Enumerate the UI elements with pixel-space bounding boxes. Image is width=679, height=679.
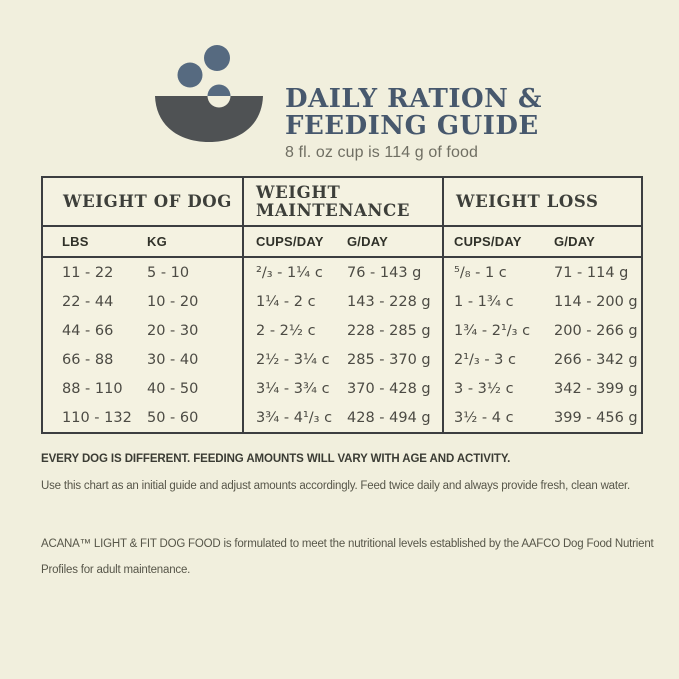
cell-loss-cups: 1¾ - 2¹/₃ c — [454, 322, 531, 339]
cell-loss-g: 342 - 399 g — [554, 380, 638, 397]
cell-kg: 20 - 30 — [147, 322, 199, 339]
table-row: 110 - 132 50 - 60 — [43, 403, 242, 432]
cell-loss-g: 71 - 114 g — [554, 264, 629, 281]
dog-bowl-icon — [155, 45, 263, 142]
aafco-footnote-line1: ACANA™ LIGHT & FIT DOG FOOD is formulate… — [41, 538, 654, 550]
table-row: ⁵/₈ - 1 c 71 - 114 g — [444, 258, 641, 287]
cell-kg: 5 - 10 — [147, 264, 190, 281]
table-row: ²/₃ - 1¼ c 76 - 143 g — [244, 258, 442, 287]
cell-maint-cups: 2 - 2½ c — [256, 322, 316, 339]
table-row: 44 - 66 20 - 30 — [43, 316, 242, 345]
cell-loss-g: 114 - 200 g — [554, 293, 638, 310]
column-group-weight-loss: WEIGHT LOSS CUPS/DAY G/DAY ⁵/₈ - 1 c 71 … — [442, 178, 641, 432]
cell-maint-g: 370 - 428 g — [347, 380, 431, 397]
table-row: 1¾ - 2¹/₃ c 200 - 266 g — [444, 316, 641, 345]
table-row: 88 - 110 40 - 50 — [43, 374, 242, 403]
cell-lbs: 22 - 44 — [62, 293, 114, 310]
cell-kg: 10 - 20 — [147, 293, 199, 310]
table-row: 3½ - 4 c 399 - 456 g — [444, 403, 641, 432]
table-row: 66 - 88 30 - 40 — [43, 345, 242, 374]
cell-maint-g: 228 - 285 g — [347, 322, 431, 339]
cell-maint-cups: 2½ - 3¼ c — [256, 351, 330, 368]
group-header-label: WEIGHT OF DOG — [63, 191, 232, 211]
cell-loss-cups: 2¹/₃ - 3 c — [454, 351, 516, 368]
cell-maint-cups: ²/₃ - 1¼ c — [256, 264, 323, 281]
column-header-g-day: G/DAY — [554, 234, 595, 249]
group-header-weight-of-dog: WEIGHT OF DOG — [43, 178, 242, 227]
cell-lbs: 44 - 66 — [62, 322, 114, 339]
table-row: 1¼ - 2 c 143 - 228 g — [244, 287, 442, 316]
table-row: 2¹/₃ - 3 c 266 - 342 g — [444, 345, 641, 374]
cell-maint-cups: 3¾ - 4¹/₃ c — [256, 409, 333, 426]
cell-loss-cups: 3½ - 4 c — [454, 409, 514, 426]
aafco-footnote-line2: Profiles for adult maintenance. — [41, 564, 191, 576]
column-header-kg: KG — [147, 234, 167, 249]
feeding-table: WEIGHT OF DOG LBS KG 11 - 22 5 - 10 22 -… — [41, 176, 643, 434]
column-group-weight-of-dog: WEIGHT OF DOG LBS KG 11 - 22 5 - 10 22 -… — [43, 178, 242, 432]
header: DAILY RATION & FEEDING GUIDE 8 fl. oz cu… — [285, 86, 542, 162]
note-guide: Use this chart as an initial guide and a… — [41, 480, 631, 492]
cell-maint-g: 76 - 143 g — [347, 264, 422, 281]
cell-loss-cups: 1 - 1¾ c — [454, 293, 514, 310]
table-row: 2 - 2½ c 228 - 285 g — [244, 316, 442, 345]
cup-conversion-note: 8 fl. oz cup is 114 g of food — [285, 144, 478, 161]
column-header-lbs: LBS — [62, 234, 89, 249]
group-header-label: WEIGHT LOSS — [456, 191, 599, 211]
cell-lbs: 66 - 88 — [62, 351, 114, 368]
page-title-line2: FEEDING GUIDE — [285, 111, 539, 141]
cell-kg: 30 - 40 — [147, 351, 199, 368]
subheader-row: CUPS/DAY G/DAY — [244, 227, 442, 258]
column-header-cups-day: CUPS/DAY — [454, 234, 522, 249]
cell-loss-g: 200 - 266 g — [554, 322, 638, 339]
cell-maint-g: 285 - 370 g — [347, 351, 431, 368]
subheader-row: LBS KG — [43, 227, 242, 258]
group-header-weight-maintenance: WEIGHT MAINTENANCE — [244, 178, 442, 227]
cell-loss-cups: ⁵/₈ - 1 c — [454, 264, 507, 281]
table-row: 22 - 44 10 - 20 — [43, 287, 242, 316]
column-header-g-day: G/DAY — [347, 234, 388, 249]
cell-lbs: 88 - 110 — [62, 380, 123, 397]
aafco-footnote: ACANA™ LIGHT & FIT DOG FOOD is formulate… — [41, 531, 654, 583]
table-row: 1 - 1¾ c 114 - 200 g — [444, 287, 641, 316]
cell-maint-cups: 1¼ - 2 c — [256, 293, 316, 310]
table-row: 3¾ - 4¹/₃ c 428 - 494 g — [244, 403, 442, 432]
cell-lbs: 11 - 22 — [62, 264, 114, 281]
page-title-line1: DAILY RATION & — [285, 84, 542, 114]
cell-maint-g: 428 - 494 g — [347, 409, 431, 426]
group-header-label: WEIGHT MAINTENANCE — [256, 182, 410, 220]
cell-loss-cups: 3 - 3½ c — [454, 380, 514, 397]
column-group-weight-maintenance: WEIGHT MAINTENANCE CUPS/DAY G/DAY ²/₃ - … — [242, 178, 442, 432]
cell-maint-cups: 3¼ - 3¾ c — [256, 380, 330, 397]
cell-maint-g: 143 - 228 g — [347, 293, 431, 310]
subheader-row: CUPS/DAY G/DAY — [444, 227, 641, 258]
table-row: 3 - 3½ c 342 - 399 g — [444, 374, 641, 403]
table-row: 2½ - 3¼ c 285 - 370 g — [244, 345, 442, 374]
group-header-weight-loss: WEIGHT LOSS — [444, 178, 641, 227]
cell-lbs: 110 - 132 — [62, 409, 132, 426]
note-headline: EVERY DOG IS DIFFERENT. FEEDING AMOUNTS … — [41, 453, 511, 465]
cell-kg: 40 - 50 — [147, 380, 199, 397]
table-row: 11 - 22 5 - 10 — [43, 258, 242, 287]
cell-kg: 50 - 60 — [147, 409, 199, 426]
cell-loss-g: 266 - 342 g — [554, 351, 638, 368]
cell-loss-g: 399 - 456 g — [554, 409, 638, 426]
column-header-cups-day: CUPS/DAY — [256, 234, 324, 249]
table-row: 3¼ - 3¾ c 370 - 428 g — [244, 374, 442, 403]
